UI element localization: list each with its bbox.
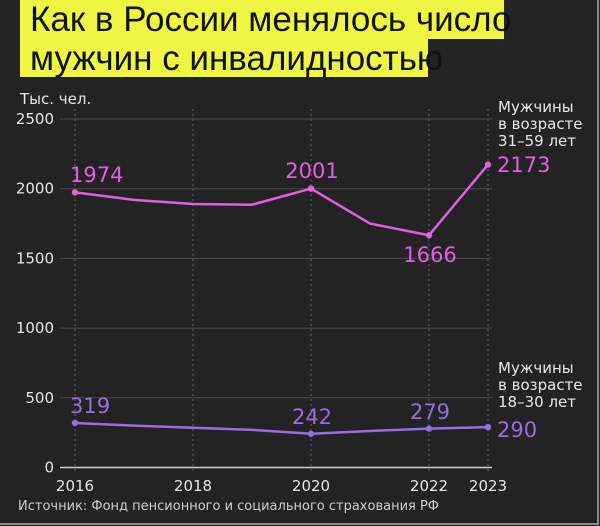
grid — [60, 109, 492, 473]
y-tick-label: 1500 — [16, 249, 54, 267]
data-value-label: 1974 — [70, 163, 123, 187]
data-point-marker — [71, 189, 79, 196]
source-note: Источник: Фонд пенсионного и социального… — [18, 499, 439, 514]
series-name-label: 31–59 лет — [498, 132, 576, 150]
series-line — [74, 421, 489, 436]
data-value-label: 279 — [410, 400, 450, 424]
data-value-label: 319 — [70, 394, 110, 418]
y-tick-label: 2500 — [16, 110, 54, 128]
y-axis-unit-label: Тыс. чел. — [19, 90, 91, 108]
series-name-label: в возрасте — [498, 376, 583, 394]
data-value-label: 1666 — [403, 243, 456, 267]
y-tick-label: 2000 — [16, 180, 54, 198]
series-name-label: Мужчины — [498, 359, 574, 377]
data-value-label: 290 — [497, 418, 537, 442]
chart-title-line-2: мужчин с инвалидностью — [20, 39, 443, 78]
data-point-marker — [71, 419, 79, 427]
series-lines — [71, 161, 492, 437]
series-name-label: Мужчины — [498, 98, 574, 116]
data-point-marker — [484, 161, 492, 168]
series-line — [74, 163, 489, 237]
x-tick-label: 2022 — [410, 477, 448, 495]
y-tick-label: 1000 — [16, 319, 54, 337]
series-name-label: 18–30 лет — [498, 393, 576, 411]
data-value-label: 2173 — [497, 153, 550, 177]
data-value-label: 2001 — [285, 159, 338, 183]
data-point-marker — [307, 430, 315, 437]
data-value-label: 242 — [292, 405, 332, 429]
x-tick-label: 2018 — [174, 477, 212, 495]
x-tick-label: 2016 — [56, 477, 94, 495]
chart-title-line-1: Как в России менялось число — [20, 0, 511, 39]
data-point-marker — [484, 423, 492, 431]
y-tick-label: 500 — [25, 389, 54, 407]
series-name-label: в возрасте — [498, 115, 583, 133]
x-tick-label: 2020 — [292, 477, 330, 495]
y-tick-label: 0 — [44, 459, 54, 477]
data-point-marker — [307, 185, 315, 192]
x-axis-ticks: 2016 2018 2020 2022 2023 — [56, 477, 507, 495]
y-axis-ticks: 0 500 1000 1500 2000 2500 — [16, 110, 54, 477]
data-point-marker — [425, 425, 433, 432]
data-point-marker — [425, 232, 433, 239]
x-tick-label: 2023 — [469, 477, 507, 495]
